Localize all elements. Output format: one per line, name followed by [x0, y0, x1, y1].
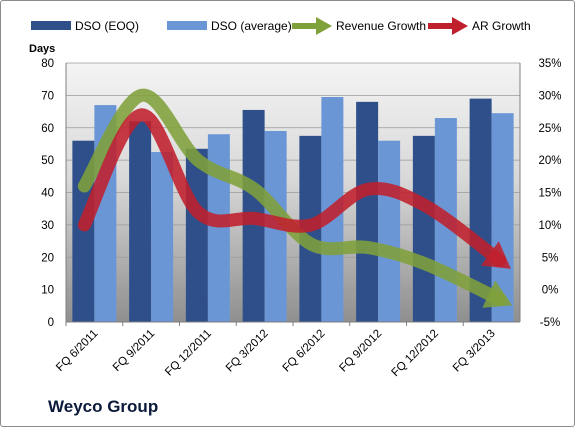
- left-tick-label: 60: [41, 123, 54, 135]
- legend-swatch-dso-(eoq): [31, 21, 71, 30]
- y-axis-label: Days: [29, 43, 55, 55]
- legend-swatch-dso-(average): [167, 21, 207, 30]
- bar-dso-eoq: [356, 101, 379, 322]
- x-axis-labels: FQ 6/2011 FQ 9/2011 FQ 12/2011 FQ 3/2012 FQ …: [54, 328, 498, 379]
- growth-arrows: [77, 88, 513, 308]
- x-tick-label: FQ 3/2013: [451, 328, 498, 375]
- ar-growth-line: [77, 108, 507, 267]
- legend-arrow-revenue-growth: [316, 17, 332, 35]
- x-tick-label: FQ 9/2011: [111, 328, 157, 374]
- right-tick-label: -5%: [540, 317, 560, 329]
- right-tick-label: 35%: [538, 58, 561, 70]
- bars: [72, 96, 514, 323]
- bar-dso-average: [491, 113, 514, 323]
- legend-label-revenue-growth: Revenue Growth: [336, 19, 426, 33]
- x-tick-label: FQ 12/2012: [390, 328, 441, 379]
- bar-dso-eoq: [129, 121, 152, 323]
- bar-dso-eoq: [185, 148, 208, 322]
- left-tick-label: 40: [41, 188, 54, 200]
- axes: [65, 63, 521, 326]
- left-tick-label: 80: [41, 58, 54, 70]
- bar-dso-eoq: [469, 98, 492, 322]
- legend: DSO (EOQ) DSO (average) Revenue Growth AR G…: [31, 17, 531, 35]
- legend-arrow-ar-growth: [452, 17, 468, 35]
- left-tick-label: 10: [41, 285, 54, 297]
- left-axis-ticks: 0 10 20 30 40 50 60 70 80: [41, 58, 54, 329]
- left-tick-label: 0: [48, 317, 54, 329]
- right-tick-label: 25%: [538, 123, 561, 135]
- bar-dso-eoq: [412, 135, 435, 322]
- left-tick-label: 30: [41, 220, 54, 232]
- left-tick-label: 70: [41, 90, 54, 102]
- right-tick-label: 20%: [538, 155, 561, 167]
- right-tick-label: 30%: [538, 90, 561, 102]
- revenue-growth-line: [77, 88, 507, 306]
- right-tick-label: 10%: [538, 220, 561, 232]
- right-tick-label: 5%: [542, 252, 559, 264]
- revenue-growth-arrowhead: [482, 280, 513, 308]
- bar-dso-average: [378, 140, 401, 322]
- left-tick-label: 20: [41, 252, 54, 264]
- legend-label-dso-(average): DSO (average): [211, 19, 292, 33]
- right-tick-label: 0%: [542, 285, 559, 297]
- right-tick-label: 15%: [538, 188, 561, 200]
- x-tick-label: FQ 12/2011: [163, 328, 214, 379]
- bar-dso-average: [151, 152, 174, 322]
- x-tick-label: FQ 3/2012: [224, 328, 271, 375]
- x-tick-label: FQ 6/2012: [281, 328, 328, 375]
- company-name: Weyco Group: [48, 397, 159, 416]
- ar-growth-arrowhead: [481, 241, 511, 269]
- left-tick-label: 50: [41, 155, 54, 167]
- legend-label-dso-(eoq): DSO (EOQ): [75, 19, 139, 33]
- legend-label-ar-growth: AR Growth: [472, 19, 531, 33]
- x-tick-label: FQ 6/2011: [54, 328, 100, 374]
- right-axis-ticks: -5% 0% 5% 10% 15% 20% 25% 30% 35%: [538, 58, 561, 329]
- x-tick-label: FQ 9/2012: [337, 328, 384, 375]
